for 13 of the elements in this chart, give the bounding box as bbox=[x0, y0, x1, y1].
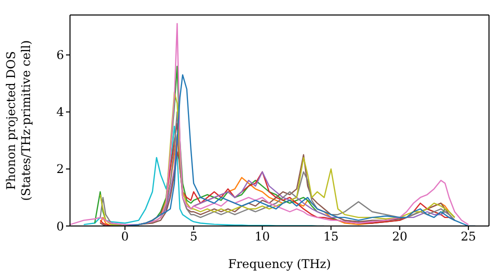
y-axis-title: Phonon projected DOS (States/THz·primitive cell) bbox=[4, 40, 33, 201]
y-tick-label: 0 bbox=[56, 219, 64, 234]
x-tick-label: 15 bbox=[323, 230, 339, 244]
x-tick-label: 20 bbox=[392, 230, 408, 244]
x-tick-label: 0 bbox=[121, 230, 129, 244]
x-tick-label: 25 bbox=[460, 230, 476, 244]
x-tick-label: 5 bbox=[190, 230, 198, 244]
x-tick-label: 10 bbox=[254, 230, 270, 244]
line-series bbox=[70, 22, 469, 226]
x-axis-title: Frequency (THz) bbox=[228, 257, 331, 271]
y-tick-label: 4 bbox=[56, 105, 64, 120]
y-tick-label: 2 bbox=[56, 162, 64, 176]
y-tick-label: 6 bbox=[56, 48, 64, 62]
